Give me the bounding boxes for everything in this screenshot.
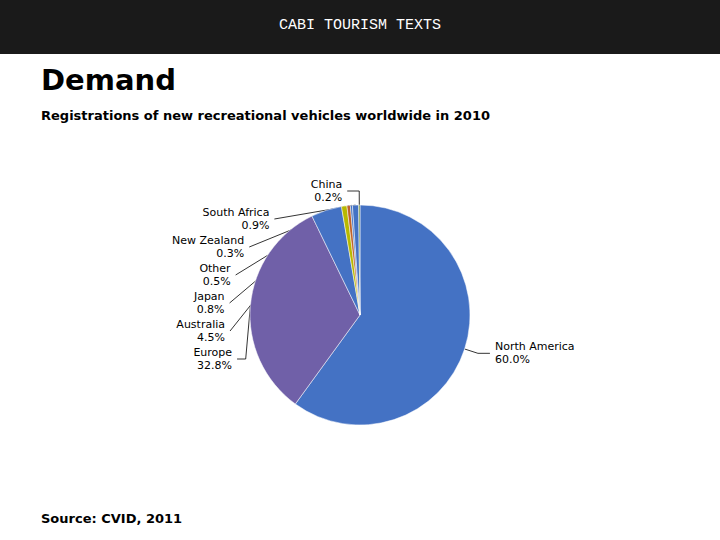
svg-text:Europe: Europe bbox=[193, 346, 232, 359]
svg-text:4.5%: 4.5% bbox=[197, 331, 225, 344]
svg-text:0.9%: 0.9% bbox=[241, 219, 269, 232]
svg-text:China: China bbox=[311, 178, 342, 191]
svg-text:32.8%: 32.8% bbox=[197, 359, 232, 372]
svg-text:0.8%: 0.8% bbox=[197, 303, 225, 316]
svg-text:South Africa: South Africa bbox=[203, 206, 270, 219]
svg-text:North America: North America bbox=[495, 340, 575, 353]
svg-text:Japan: Japan bbox=[193, 290, 225, 303]
svg-text:Other: Other bbox=[199, 262, 231, 275]
svg-text:60.0%: 60.0% bbox=[495, 353, 530, 366]
svg-text:New Zealand: New Zealand bbox=[172, 234, 244, 247]
svg-text:Australia: Australia bbox=[176, 318, 225, 331]
svg-text:0.5%: 0.5% bbox=[203, 275, 231, 288]
svg-text:Registrations of new recreatio: Registrations of new recreational vehicl… bbox=[41, 108, 490, 123]
svg-text:0.3%: 0.3% bbox=[216, 247, 244, 260]
svg-text:Source: CVID, 2011: Source: CVID, 2011 bbox=[41, 511, 182, 526]
svg-text:0.2%: 0.2% bbox=[314, 191, 342, 204]
svg-text:CABI TOURISM TEXTS: CABI TOURISM TEXTS bbox=[279, 17, 441, 34]
svg-text:Demand: Demand bbox=[41, 63, 176, 97]
